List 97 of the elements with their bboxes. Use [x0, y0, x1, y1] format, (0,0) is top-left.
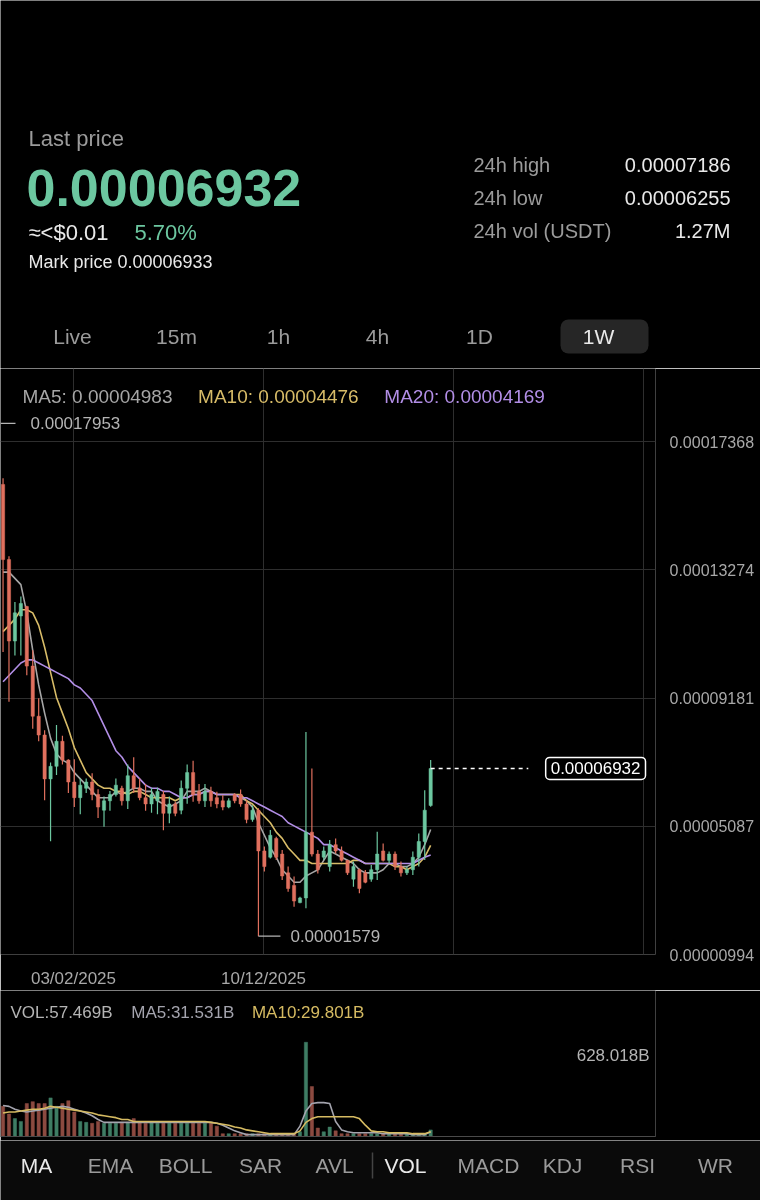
candlestick [209, 786, 213, 808]
text: 1D [466, 325, 493, 348]
text: 4h [365, 325, 390, 348]
candlestick [72, 758, 77, 808]
candlestick [286, 866, 291, 893]
bar [114, 1123, 118, 1137]
candlestick [18, 595, 23, 657]
text: Mark price 0.00006933 [28, 251, 213, 272]
text: 1W [582, 325, 615, 348]
bar [173, 1123, 178, 1137]
text: MA [20, 1154, 53, 1177]
candlestick [381, 842, 386, 863]
bar [119, 1122, 124, 1137]
bar [96, 1121, 100, 1137]
bar [1, 1106, 5, 1137]
bar [197, 1123, 201, 1137]
candlestick [310, 767, 314, 858]
candlestick [315, 849, 320, 875]
text: 0.00006255 [624, 186, 731, 209]
text: VOL:57.469B [10, 1003, 113, 1022]
text: BOLL [158, 1154, 213, 1177]
text: ≈<$0.01 [28, 220, 109, 245]
candlestick [268, 829, 273, 860]
y-tick-label: 0.00000994 [669, 946, 755, 964]
candlestick [393, 850, 397, 871]
text: 0.00006932 [26, 158, 302, 217]
x-tick-label: 03/02/2025 [30, 968, 117, 988]
text: MA10:29.801B [251, 1003, 365, 1022]
bar [191, 1123, 195, 1137]
candlestick [191, 760, 195, 803]
text: Last price [28, 126, 124, 151]
bar [310, 1086, 314, 1137]
bar [304, 1042, 308, 1137]
bar [90, 1123, 95, 1137]
text: MA10: 0.00004476 [198, 385, 359, 407]
candlestick [244, 799, 249, 824]
x-tick-label: 10/12/2025 [220, 968, 307, 988]
text: VOL [384, 1154, 427, 1177]
candlestick [375, 831, 380, 881]
text: Live [53, 325, 92, 348]
text: 1.27M [674, 219, 731, 242]
bar [315, 1127, 320, 1137]
candlestick [96, 788, 100, 819]
y-tick-label: 0.00005087 [669, 818, 755, 836]
candlestick [292, 876, 296, 908]
candlestick [262, 845, 267, 873]
candlestick [60, 735, 65, 766]
ref-line-label: 0.00006932 [550, 759, 641, 779]
bar [102, 1123, 106, 1137]
y-tick-label: 0.00013274 [669, 561, 755, 579]
y-tick-label: 0.00017368 [669, 433, 755, 451]
text: 15m [156, 325, 197, 348]
text: SAR [238, 1154, 283, 1177]
bar [220, 1133, 225, 1137]
bar [298, 1131, 302, 1137]
candlestick [167, 795, 172, 824]
text: MA5: 0.00004983 [22, 385, 173, 407]
text: MA20: 0.00004169 [384, 385, 545, 407]
candlestick [410, 850, 415, 876]
bar [13, 1118, 17, 1137]
text: 24h high [473, 153, 551, 176]
bar [209, 1123, 213, 1137]
text: MACD [457, 1154, 520, 1177]
candlestick [203, 783, 207, 808]
bar [167, 1123, 172, 1137]
text: KDJ [542, 1154, 583, 1177]
bar [18, 1121, 23, 1137]
bar [125, 1122, 130, 1137]
text: AVL [315, 1154, 354, 1177]
text: MA5:31.531B [131, 1003, 235, 1022]
text: 5.70% [134, 220, 197, 245]
annotation: 0.00001579 [290, 927, 381, 947]
text: 1h [266, 325, 291, 348]
candlestick [90, 772, 95, 801]
text: 24h vol (USDT) [473, 219, 612, 242]
candlestick [351, 860, 356, 888]
candlestick [102, 795, 106, 828]
annotation: 0.00017953 [30, 414, 121, 434]
bar [161, 1123, 166, 1137]
candlestick [66, 758, 71, 794]
annotation: 628.018B [576, 1046, 650, 1065]
bar [351, 1133, 356, 1137]
text: 24h low [473, 186, 543, 209]
bar [226, 1133, 231, 1137]
bar [7, 1113, 11, 1137]
candlestick [197, 783, 201, 805]
candlestick [108, 790, 112, 812]
bar [108, 1123, 112, 1137]
text: RSI [620, 1154, 656, 1177]
text: EMA [87, 1154, 134, 1177]
text: 0.00007186 [624, 153, 731, 176]
candlestick [161, 790, 166, 831]
candlestick [119, 785, 124, 807]
y-tick-label: 0.00009181 [669, 690, 755, 708]
bar [214, 1125, 219, 1137]
text: WR [698, 1154, 734, 1177]
bar [203, 1123, 207, 1137]
